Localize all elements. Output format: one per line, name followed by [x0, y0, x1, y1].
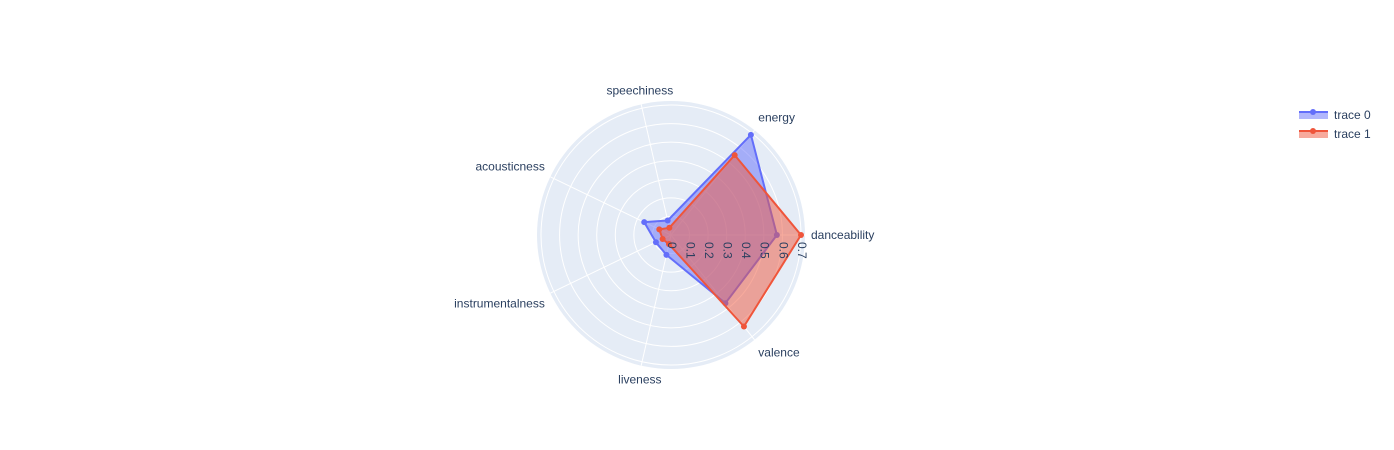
- legend-swatch: [1299, 131, 1328, 138]
- axis-label: danceability: [811, 228, 874, 242]
- series-area[interactable]: [658, 154, 802, 328]
- data-point[interactable]: [652, 239, 659, 246]
- data-point[interactable]: [656, 226, 663, 233]
- legend-item[interactable]: trace 1: [1299, 127, 1371, 141]
- axis-label: speechiness: [606, 84, 673, 98]
- data-point[interactable]: [664, 217, 671, 224]
- grid-spoke: [640, 104, 672, 236]
- data-point[interactable]: [663, 251, 670, 258]
- legend-label: trace 1: [1334, 127, 1371, 141]
- series-layer: [641, 131, 804, 330]
- legend-marker: [1310, 128, 1316, 134]
- radial-tick-label: 0.7: [795, 242, 809, 259]
- data-point[interactable]: [747, 131, 754, 138]
- angular-axis-labels: danceability energy speechiness acousticnes…: [454, 84, 874, 387]
- legend[interactable]: trace 0 trace 1: [1299, 108, 1371, 141]
- data-point[interactable]: [641, 219, 648, 226]
- data-point[interactable]: [740, 323, 747, 330]
- radial-tick-label: 0.1: [683, 242, 697, 259]
- radial-tick-labels: 0 0.1 0.2 0.3 0.4 0.5 0.6 0.7: [665, 242, 809, 259]
- data-point[interactable]: [798, 232, 804, 238]
- grid-spoke: [550, 234, 672, 294]
- data-point[interactable]: [666, 224, 673, 231]
- data-point[interactable]: [659, 236, 666, 243]
- radial-tick-label: 0.4: [739, 242, 753, 259]
- axis-label: instrumentalness: [454, 297, 545, 311]
- legend-item[interactable]: trace 0: [1299, 108, 1371, 122]
- radial-tick-label: 0: [665, 242, 679, 249]
- series-1[interactable]: [656, 152, 804, 330]
- radial-tick-label: 0.2: [702, 242, 716, 259]
- data-point[interactable]: [731, 152, 738, 159]
- axis-label: valence: [758, 345, 800, 359]
- axis-label: liveness: [618, 372, 661, 386]
- radial-tick-label: 0.6: [776, 242, 790, 259]
- radial-tick-label: 0.5: [758, 242, 772, 259]
- legend-marker: [1310, 109, 1316, 115]
- legend-label: trace 0: [1334, 108, 1371, 122]
- radial-tick-label: 0.3: [721, 242, 735, 259]
- axis-label: acousticness: [475, 159, 544, 173]
- data-point[interactable]: [665, 241, 672, 248]
- axis-label: energy: [758, 111, 795, 125]
- legend-swatch: [1299, 112, 1328, 119]
